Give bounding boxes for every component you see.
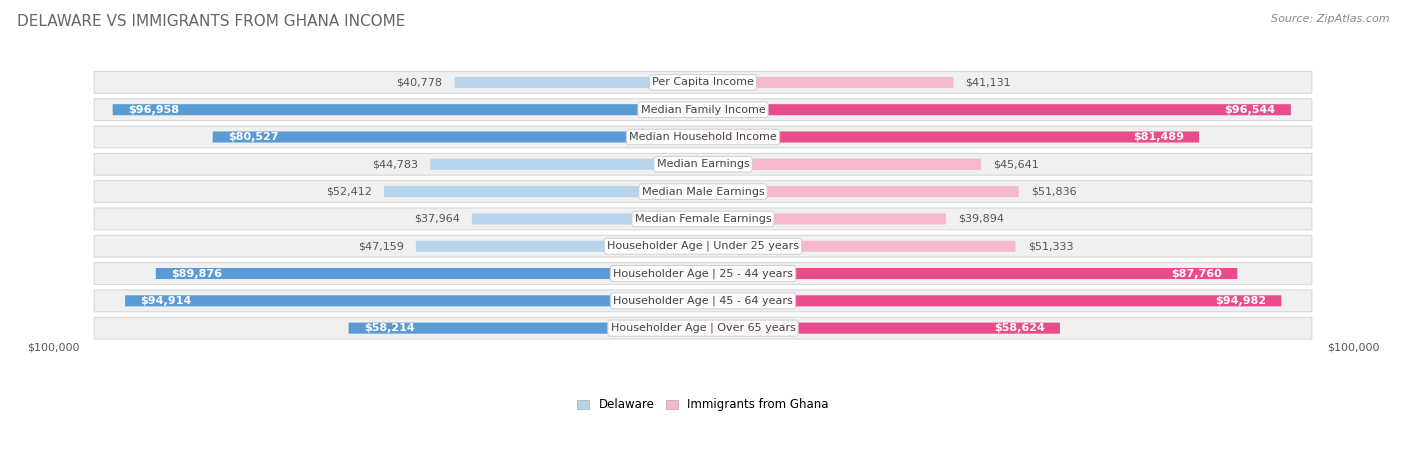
FancyBboxPatch shape bbox=[94, 262, 1312, 284]
FancyBboxPatch shape bbox=[472, 213, 703, 225]
Text: $37,964: $37,964 bbox=[413, 214, 460, 224]
FancyBboxPatch shape bbox=[94, 290, 1312, 311]
Text: Per Capita Income: Per Capita Income bbox=[652, 78, 754, 87]
Text: Median Family Income: Median Family Income bbox=[641, 105, 765, 115]
FancyBboxPatch shape bbox=[703, 77, 953, 88]
Text: Householder Age | Over 65 years: Householder Age | Over 65 years bbox=[610, 323, 796, 333]
FancyBboxPatch shape bbox=[703, 186, 1018, 197]
Text: $94,914: $94,914 bbox=[141, 296, 191, 306]
Text: Median Male Earnings: Median Male Earnings bbox=[641, 187, 765, 197]
Text: $87,760: $87,760 bbox=[1171, 269, 1222, 278]
Text: DELAWARE VS IMMIGRANTS FROM GHANA INCOME: DELAWARE VS IMMIGRANTS FROM GHANA INCOME bbox=[17, 14, 405, 29]
Text: $80,527: $80,527 bbox=[228, 132, 278, 142]
Text: $100,000: $100,000 bbox=[27, 343, 79, 353]
Text: Source: ZipAtlas.com: Source: ZipAtlas.com bbox=[1271, 14, 1389, 24]
FancyBboxPatch shape bbox=[112, 104, 703, 115]
FancyBboxPatch shape bbox=[703, 295, 1281, 306]
FancyBboxPatch shape bbox=[703, 159, 981, 170]
FancyBboxPatch shape bbox=[454, 77, 703, 88]
Text: Median Earnings: Median Earnings bbox=[657, 159, 749, 170]
Text: $40,778: $40,778 bbox=[396, 78, 443, 87]
FancyBboxPatch shape bbox=[703, 104, 1291, 115]
FancyBboxPatch shape bbox=[94, 317, 1312, 339]
Text: $96,958: $96,958 bbox=[128, 105, 179, 115]
FancyBboxPatch shape bbox=[703, 323, 1060, 334]
Text: $100,000: $100,000 bbox=[1327, 343, 1379, 353]
FancyBboxPatch shape bbox=[94, 208, 1312, 230]
FancyBboxPatch shape bbox=[94, 99, 1312, 120]
Text: Median Household Income: Median Household Income bbox=[628, 132, 778, 142]
FancyBboxPatch shape bbox=[416, 241, 703, 252]
FancyBboxPatch shape bbox=[703, 241, 1015, 252]
Text: $44,783: $44,783 bbox=[373, 159, 418, 170]
Text: $47,159: $47,159 bbox=[357, 241, 404, 251]
FancyBboxPatch shape bbox=[156, 268, 703, 279]
Text: Householder Age | 45 - 64 years: Householder Age | 45 - 64 years bbox=[613, 296, 793, 306]
Text: $51,836: $51,836 bbox=[1031, 187, 1077, 197]
FancyBboxPatch shape bbox=[125, 295, 703, 306]
FancyBboxPatch shape bbox=[94, 235, 1312, 257]
Text: $51,333: $51,333 bbox=[1028, 241, 1073, 251]
FancyBboxPatch shape bbox=[430, 159, 703, 170]
Legend: Delaware, Immigrants from Ghana: Delaware, Immigrants from Ghana bbox=[572, 394, 834, 416]
Text: $52,412: $52,412 bbox=[326, 187, 371, 197]
Text: $58,214: $58,214 bbox=[364, 323, 415, 333]
FancyBboxPatch shape bbox=[94, 181, 1312, 203]
FancyBboxPatch shape bbox=[384, 186, 703, 197]
Text: Householder Age | 25 - 44 years: Householder Age | 25 - 44 years bbox=[613, 268, 793, 279]
Text: Median Female Earnings: Median Female Earnings bbox=[634, 214, 772, 224]
FancyBboxPatch shape bbox=[212, 132, 703, 142]
Text: $41,131: $41,131 bbox=[966, 78, 1011, 87]
Text: $39,894: $39,894 bbox=[957, 214, 1004, 224]
FancyBboxPatch shape bbox=[703, 132, 1199, 142]
FancyBboxPatch shape bbox=[349, 323, 703, 334]
FancyBboxPatch shape bbox=[94, 154, 1312, 175]
FancyBboxPatch shape bbox=[94, 126, 1312, 148]
Text: Householder Age | Under 25 years: Householder Age | Under 25 years bbox=[607, 241, 799, 251]
FancyBboxPatch shape bbox=[703, 213, 946, 225]
Text: $89,876: $89,876 bbox=[172, 269, 222, 278]
Text: $96,544: $96,544 bbox=[1225, 105, 1275, 115]
FancyBboxPatch shape bbox=[94, 71, 1312, 93]
Text: $94,982: $94,982 bbox=[1215, 296, 1265, 306]
Text: $45,641: $45,641 bbox=[993, 159, 1039, 170]
Text: $58,624: $58,624 bbox=[994, 323, 1045, 333]
Text: $81,489: $81,489 bbox=[1133, 132, 1184, 142]
FancyBboxPatch shape bbox=[703, 268, 1237, 279]
